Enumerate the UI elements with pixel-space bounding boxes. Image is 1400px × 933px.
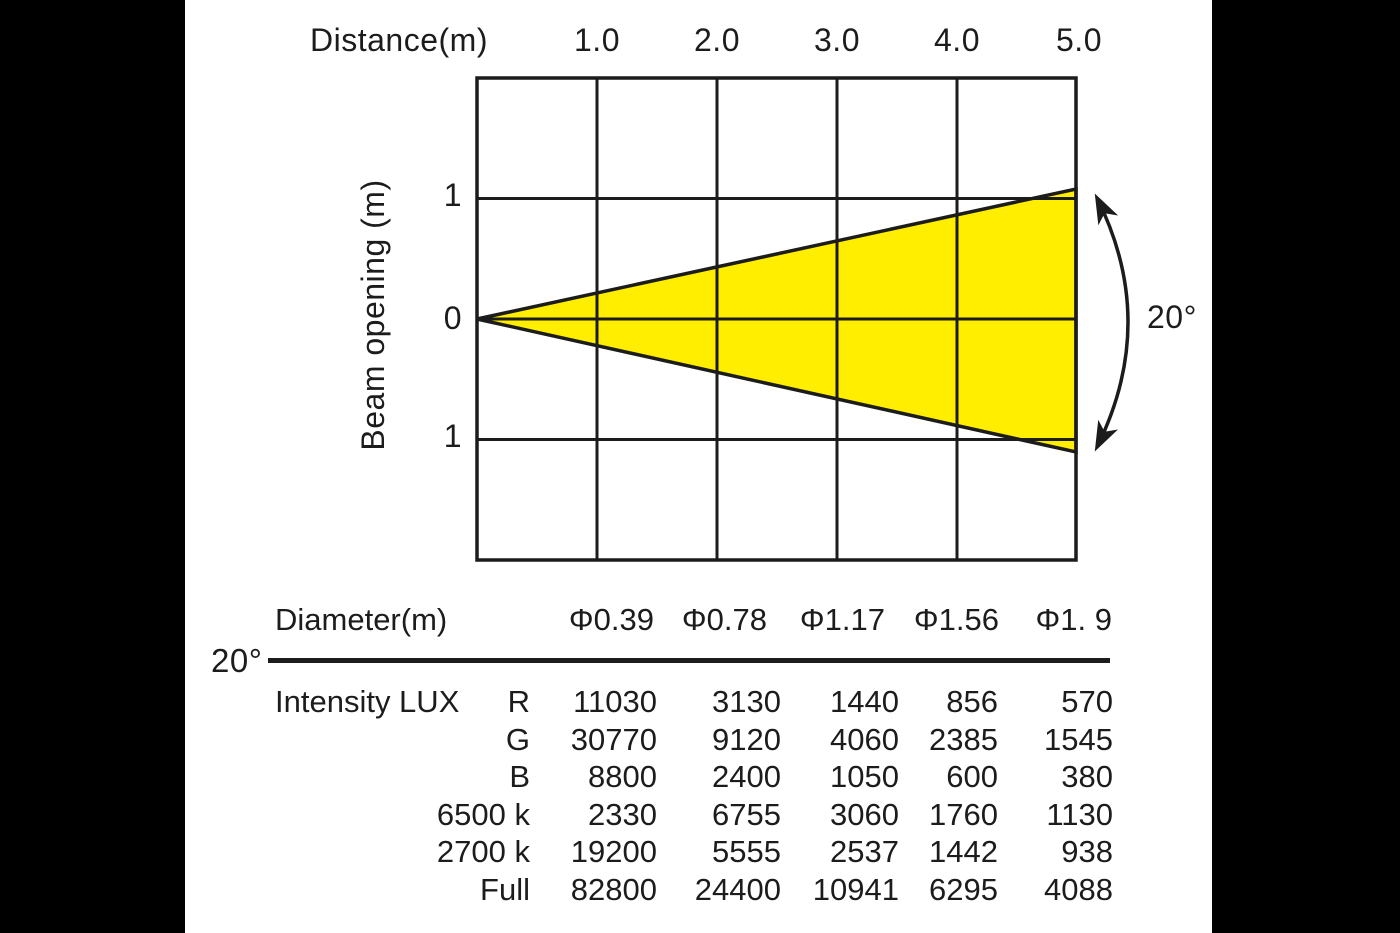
intensity-value: 6295 — [929, 872, 998, 907]
intensity-value: 30770 — [570, 722, 657, 757]
beam-angle-value: 20° — [1147, 299, 1197, 335]
row-key: 2700 k — [436, 834, 530, 869]
intensity-row-b: B 8800 2400 1050 600 380 — [275, 758, 1113, 796]
intensity-value: 600 — [946, 759, 998, 794]
diagram-panel: Distance(m) 1.0 2.0 3.0 4.0 5.0 Beam ope… — [185, 0, 1212, 933]
y-tick-plus1: 1 — [443, 177, 462, 213]
intensity-value: 4060 — [830, 722, 899, 757]
intensity-row-g: G 30770 9120 4060 2385 1545 — [275, 721, 1113, 759]
y-tick-zero: 0 — [443, 300, 462, 336]
intensity-label: Intensity LUX — [275, 684, 460, 719]
diameter-value-1: Φ0.39 — [568, 602, 654, 637]
y-tick-minus1: 1 — [443, 418, 462, 454]
intensity-row-full: Full 82800 24400 10941 6295 4088 — [275, 871, 1113, 909]
x-axis-title: Distance(m) — [310, 22, 488, 58]
grid-lines — [475, 76, 1078, 562]
intensity-value: 1760 — [929, 797, 998, 832]
y-axis-title: Beam opening (m) — [355, 179, 391, 451]
intensity-value: 24400 — [694, 872, 781, 907]
intensity-value: 2537 — [830, 834, 899, 869]
x-tick-2: 2.0 — [694, 22, 740, 58]
beam-angle-arc — [1094, 193, 1130, 452]
intensity-value: 8800 — [588, 759, 657, 794]
intensity-value: 2400 — [712, 759, 781, 794]
intensity-value: 5555 — [712, 834, 781, 869]
intensity-value: 4088 — [1044, 872, 1113, 907]
intensity-value: 6755 — [712, 797, 781, 832]
intensity-value: 2330 — [588, 797, 657, 832]
intensity-value: 1440 — [830, 684, 899, 719]
intensity-value: 856 — [946, 684, 998, 719]
x-tick-4: 4.0 — [934, 22, 980, 58]
intensity-value: 9120 — [712, 722, 781, 757]
row-key: R — [507, 684, 530, 719]
diameter-value-4: Φ1.56 — [913, 602, 999, 637]
intensity-value: 1050 — [830, 759, 899, 794]
intensity-value: 570 — [1061, 684, 1113, 719]
intensity-value: 3130 — [712, 684, 781, 719]
intensity-value: 938 — [1061, 834, 1113, 869]
intensity-value: 1130 — [1046, 797, 1113, 832]
diameter-value-3: Φ1.17 — [799, 602, 885, 637]
row-key: 6500 k — [436, 797, 530, 832]
beam-diagram — [475, 76, 1130, 562]
intensity-value: 19200 — [570, 834, 657, 869]
intensity-value: 1545 — [1044, 722, 1113, 757]
intensity-value: 11030 — [573, 684, 657, 719]
intensity-value: 2385 — [929, 722, 998, 757]
beam-angle-value-table: 20° — [211, 642, 263, 679]
table-divider-line — [268, 658, 1110, 663]
diameter-value-5: Φ1. 9 — [1035, 602, 1112, 637]
intensity-value: 1442 — [929, 834, 998, 869]
intensity-row-6500k: 6500 k 2330 6755 3060 1760 1130 — [275, 796, 1113, 834]
intensity-value: 10941 — [812, 872, 899, 907]
diameter-value-2: Φ0.78 — [681, 602, 767, 637]
row-key: G — [505, 722, 530, 757]
x-tick-5: 5.0 — [1056, 22, 1102, 58]
intensity-row-2700k: 2700 k 19200 5555 2537 1442 938 — [275, 833, 1113, 871]
row-key: Full — [480, 872, 530, 907]
intensity-value: 82800 — [570, 872, 657, 907]
beam-cone-outline — [476, 186, 1078, 455]
intensity-value: 380 — [1061, 759, 1113, 794]
x-tick-3: 3.0 — [814, 22, 860, 58]
diameter-row: Diameter(m) Φ0.39 Φ0.78 Φ1.17 Φ1.56 Φ1. … — [275, 601, 1112, 639]
row-key: B — [509, 759, 530, 794]
diameter-label: Diameter(m) — [275, 602, 448, 637]
intensity-value: 3060 — [830, 797, 899, 832]
x-tick-1: 1.0 — [574, 22, 620, 58]
intensity-row-r: Intensity LUX R 11030 3130 1440 856 570 — [275, 683, 1113, 721]
